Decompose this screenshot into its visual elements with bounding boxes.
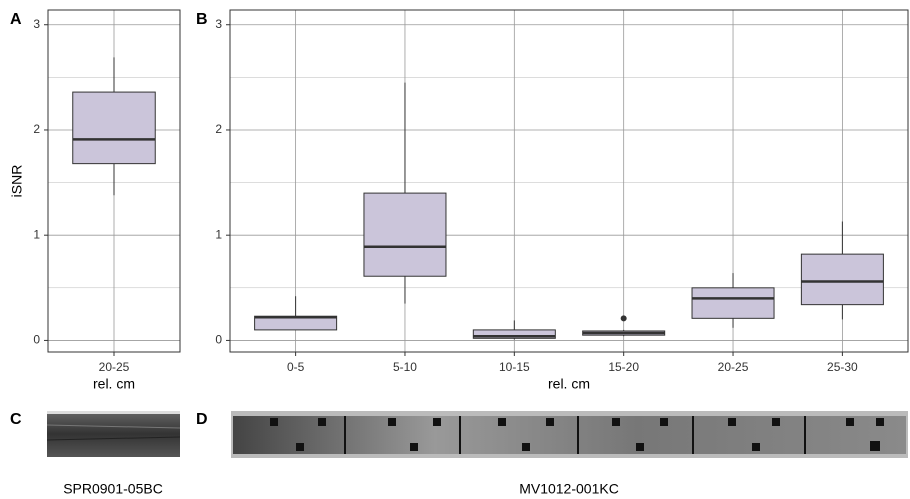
box: [363, 192, 447, 277]
box: [800, 253, 884, 306]
plot-border: [229, 9, 909, 353]
x-tick-label: 0-5: [287, 360, 305, 374]
outlier: [620, 315, 627, 322]
image-caption: MV1012-001KC: [519, 481, 619, 497]
y-tick-label: 2: [33, 122, 40, 136]
panel-label: B: [196, 11, 208, 28]
x-tick-label: 20-25: [99, 360, 130, 374]
y-tick-label: 0: [33, 333, 40, 347]
panel-label: A: [10, 11, 22, 28]
plot-border: [47, 9, 181, 353]
y-tick-label: 3: [33, 17, 40, 31]
x-tick-label: 25-30: [827, 360, 858, 374]
box: [72, 91, 156, 165]
x-axis-label: rel. cm: [548, 376, 590, 392]
x-tick-label: 10-15: [499, 360, 530, 374]
box: [691, 287, 775, 319]
panel-label: C: [10, 411, 22, 428]
panel-label: D: [196, 411, 208, 428]
y-tick-label: 3: [215, 17, 222, 31]
x-axis-label: rel. cm: [93, 376, 135, 392]
y-axis-label: iSNR: [9, 165, 25, 198]
core-image-c: [46, 411, 181, 457]
y-tick-label: 0: [215, 333, 222, 347]
image-caption: SPR0901-05BC: [63, 481, 163, 497]
x-tick-label: 15-20: [608, 360, 639, 374]
y-tick-label: 1: [215, 227, 222, 241]
plot-background: [230, 10, 908, 352]
box: [472, 329, 556, 339]
y-tick-label: 1: [33, 227, 40, 241]
core-image-d: [231, 411, 908, 458]
x-tick-label: 5-10: [393, 360, 417, 374]
x-tick-label: 20-25: [718, 360, 749, 374]
y-tick-label: 2: [215, 122, 222, 136]
